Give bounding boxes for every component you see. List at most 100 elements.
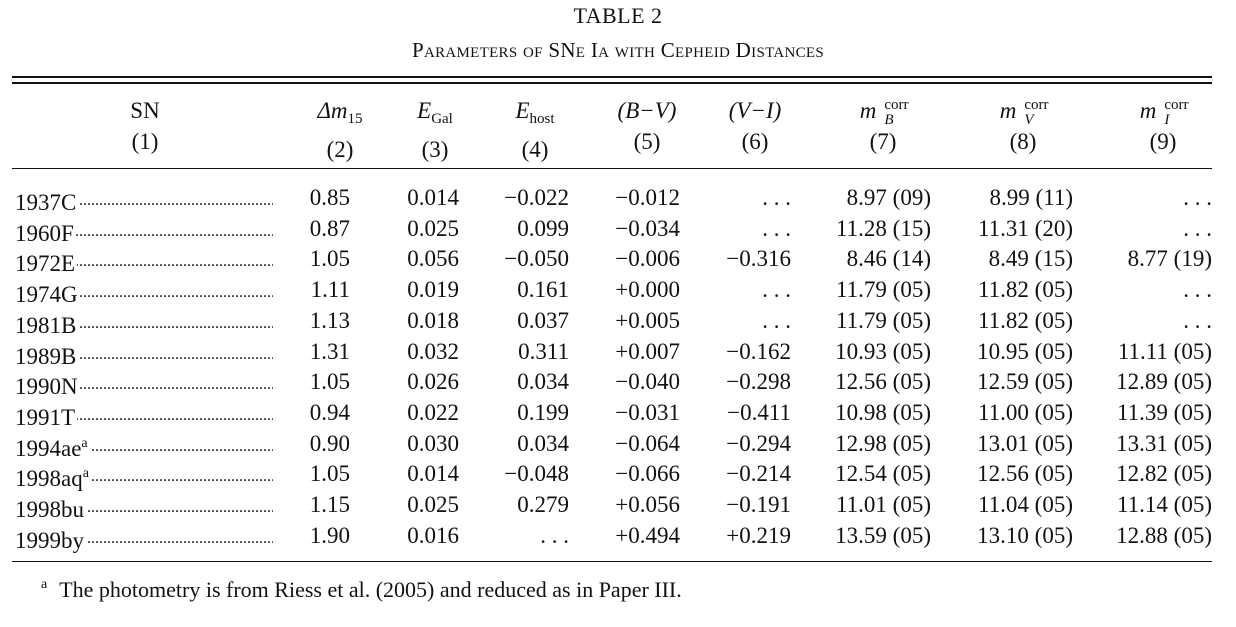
cell-dm15: 1.31 xyxy=(309,338,350,364)
cell-egal: 0.022 xyxy=(407,399,459,425)
cell-vi: −0.214 xyxy=(726,461,791,487)
dot-leader: ........................................… xyxy=(15,406,273,424)
cell-ehost: 0.034 xyxy=(517,430,569,456)
cell-sn: ........................................… xyxy=(15,521,273,556)
cell-mb: 8.46 (14) xyxy=(846,246,931,272)
cell-egal: 0.019 xyxy=(407,277,459,303)
table-row: ........................................… xyxy=(0,275,1236,308)
cell-ehost: 0.279 xyxy=(517,492,569,517)
table-title: TABLE 2 xyxy=(573,3,663,28)
sn-name: 1998bu xyxy=(15,497,84,522)
cell-mv: 13.01 (05) xyxy=(977,430,1073,456)
cell-ehost: . . . xyxy=(540,522,569,548)
cell-bv: −0.006 xyxy=(615,246,680,272)
cell-sn: ........................................… xyxy=(15,337,273,372)
cell-mi: 11.14 (05) xyxy=(1117,492,1212,517)
header-mi: m corr I (9) xyxy=(1139,97,1189,154)
table-row: ........................................… xyxy=(0,183,1236,215)
cell-bv: −0.031 xyxy=(615,399,680,425)
cell-mb: 8.97 (09) xyxy=(846,185,931,210)
cell-mv: 12.59 (05) xyxy=(977,369,1073,395)
sn-name: 1937C xyxy=(15,190,77,215)
table-row: ........................................… xyxy=(0,244,1236,277)
cell-dm15: 1.05 xyxy=(309,461,350,487)
cell-mb: 12.56 (05) xyxy=(835,369,931,395)
cell-dm15: 1.13 xyxy=(309,307,350,333)
header-egal: EGal (3) xyxy=(417,98,453,162)
cell-mb: 11.28 (15) xyxy=(836,215,931,241)
cell-bv: −0.066 xyxy=(615,461,680,487)
cell-mi: . . . xyxy=(1183,185,1212,210)
cell-dm15: 1.11 xyxy=(310,277,350,303)
cell-dm15: 1.90 xyxy=(309,522,350,548)
cell-mv: 8.99 (11) xyxy=(989,185,1073,210)
cell-egal: 0.025 xyxy=(407,215,459,241)
sn-name: 1972E xyxy=(15,251,76,277)
cell-bv: +0.056 xyxy=(615,492,680,517)
cell-sn: ........................................… xyxy=(15,490,273,525)
cell-mi: . . . xyxy=(1183,307,1212,333)
cell-vi: −0.298 xyxy=(726,369,791,395)
dot-leader: ........................................… xyxy=(15,222,273,240)
cell-mv: 8.49 (15) xyxy=(988,246,1073,272)
table-row: ........................................… xyxy=(0,490,1236,522)
cell-bv: −0.064 xyxy=(615,430,680,456)
cell-mi: 12.89 (05) xyxy=(1116,369,1212,395)
cell-egal: 0.016 xyxy=(407,522,459,548)
cell-dm15: 1.15 xyxy=(309,492,350,517)
cell-ehost: 0.161 xyxy=(517,277,569,303)
cell-mi: 11.39 (05) xyxy=(1117,399,1212,425)
cell-dm15: 0.90 xyxy=(309,430,350,456)
cell-dm15: 1.05 xyxy=(309,246,350,272)
cell-ehost: 0.034 xyxy=(517,369,569,395)
sn-name: 1989B xyxy=(15,343,77,369)
header-vi: (V−I) (6) xyxy=(728,98,782,154)
cell-dm15: 0.87 xyxy=(309,215,350,241)
cell-vi: −0.316 xyxy=(726,246,791,272)
cell-mb: 13.59 (05) xyxy=(835,522,931,548)
sn-name: 1960F xyxy=(15,220,74,246)
header-sn: SN (1) xyxy=(130,98,160,154)
cell-sn: ........................................… xyxy=(15,459,273,494)
cell-egal: 0.032 xyxy=(407,338,459,364)
cell-egal: 0.030 xyxy=(407,430,459,456)
cell-vi: −0.191 xyxy=(726,492,791,517)
footnote: a The photometry is from Riess et al. (20… xyxy=(41,577,682,602)
footnote-mark: a xyxy=(81,435,88,451)
cell-bv: −0.040 xyxy=(615,369,680,395)
cell-ehost: −0.048 xyxy=(504,461,569,487)
cell-mi: . . . xyxy=(1183,277,1212,303)
cell-vi: −0.294 xyxy=(726,430,791,456)
cell-bv: +0.007 xyxy=(615,338,680,364)
cell-mv: 11.82 (05) xyxy=(978,277,1073,303)
header-dm15: Δm15 (2) xyxy=(317,98,363,162)
cell-egal: 0.025 xyxy=(407,492,459,517)
cell-mi: 11.11 (05) xyxy=(1117,338,1212,364)
cell-vi: . . . xyxy=(762,185,791,210)
cell-dm15: 0.94 xyxy=(309,399,350,425)
dot-leader: ........................................… xyxy=(15,253,273,271)
cell-mb: 11.01 (05) xyxy=(836,492,931,517)
cell-sn: ........................................… xyxy=(15,214,273,249)
cell-mb: 10.93 (05) xyxy=(835,338,931,364)
dot-leader: ........................................… xyxy=(15,314,273,332)
header-mv: m corr V (8) xyxy=(999,97,1049,154)
cell-bv: −0.012 xyxy=(615,185,680,210)
cell-egal: 0.026 xyxy=(407,369,459,395)
bottom-rule xyxy=(12,561,1212,562)
cell-dm15: 1.05 xyxy=(309,369,350,395)
cell-mb: 12.98 (05) xyxy=(835,430,931,456)
cell-mb: 12.54 (05) xyxy=(835,461,931,487)
cell-mb: 10.98 (05) xyxy=(835,399,931,425)
table-row: ........................................… xyxy=(0,337,1236,369)
cell-mi: 13.31 (05) xyxy=(1116,430,1212,456)
sn-name: 1974G xyxy=(15,282,78,308)
cell-dm15: 0.85 xyxy=(309,185,350,210)
cell-vi: +0.219 xyxy=(726,522,791,548)
cell-ehost: 0.099 xyxy=(517,215,569,241)
cell-mv: 11.82 (05) xyxy=(978,307,1073,333)
cell-sn: ........................................… xyxy=(15,275,273,310)
cell-ehost: 0.311 xyxy=(518,338,569,364)
cell-vi: −0.411 xyxy=(727,399,791,425)
sn-name: 1998aq xyxy=(15,466,83,492)
